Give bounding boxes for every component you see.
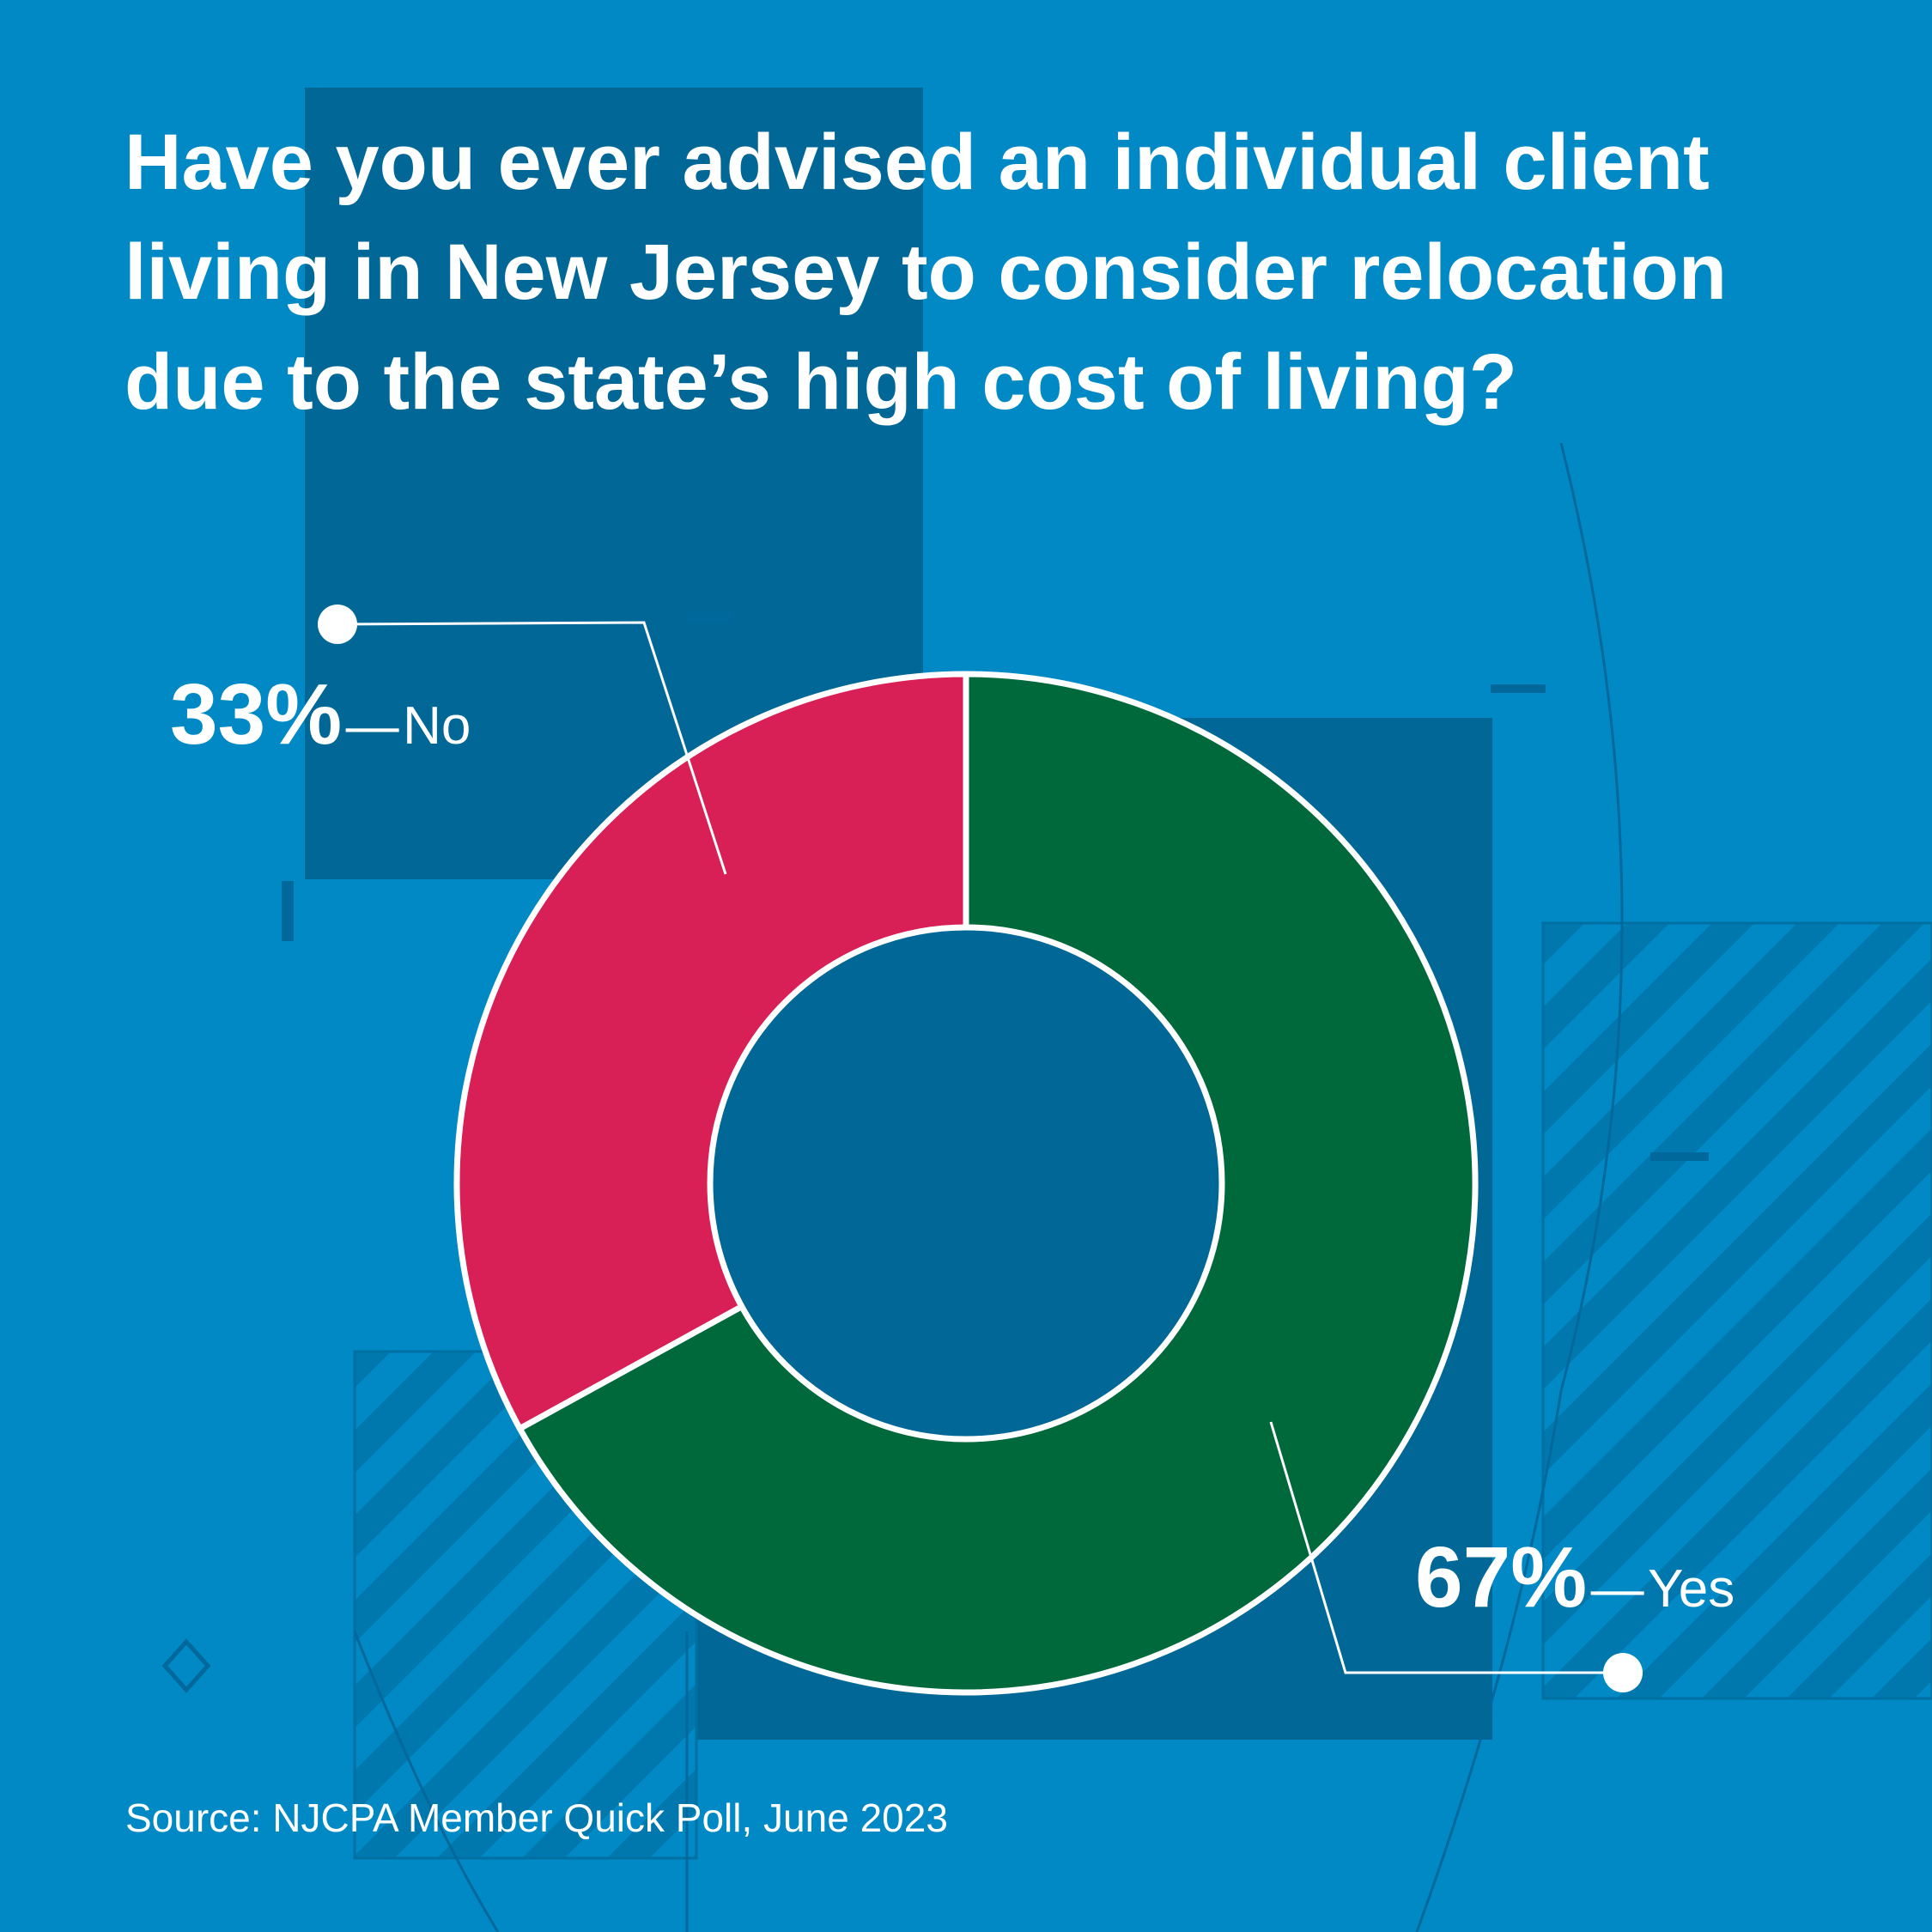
leader-line-yes: [1269, 1421, 1623, 1674]
donut-hole: [707, 924, 1225, 1443]
leader-line-no: [337, 621, 727, 875]
data-label-yes: 67% — Yes: [1415, 1528, 1735, 1627]
data-label-yes-value: 67%: [1415, 1529, 1588, 1625]
source-note: Source: NJCPA Member Quick Poll, June 20…: [125, 1795, 948, 1840]
decor-tick: [282, 881, 294, 941]
striped-panel-right: [1541, 921, 1932, 1700]
data-label-no: 33% — No: [170, 665, 471, 764]
decor-dash-3: [1650, 1152, 1709, 1161]
decor-dash-2: [1491, 684, 1546, 693]
data-label-no-value: 33%: [170, 666, 343, 762]
decor-arc-right: [1415, 442, 1624, 1932]
decor-arc-left: [353, 1631, 500, 1932]
chart-title: Have you ever advised an individual clie…: [125, 118, 1728, 426]
decor-dash-1: [687, 611, 733, 623]
data-label-no-separator: —: [345, 696, 399, 756]
leader-line-yes-dot: [1603, 1653, 1643, 1692]
diamond-icon: [161, 1638, 211, 1693]
data-label-no-category: No: [403, 696, 471, 756]
leader-line-no-dot: [318, 605, 357, 644]
data-label-yes-separator: —: [1590, 1559, 1644, 1619]
data-label-yes-category: Yes: [1648, 1559, 1735, 1619]
